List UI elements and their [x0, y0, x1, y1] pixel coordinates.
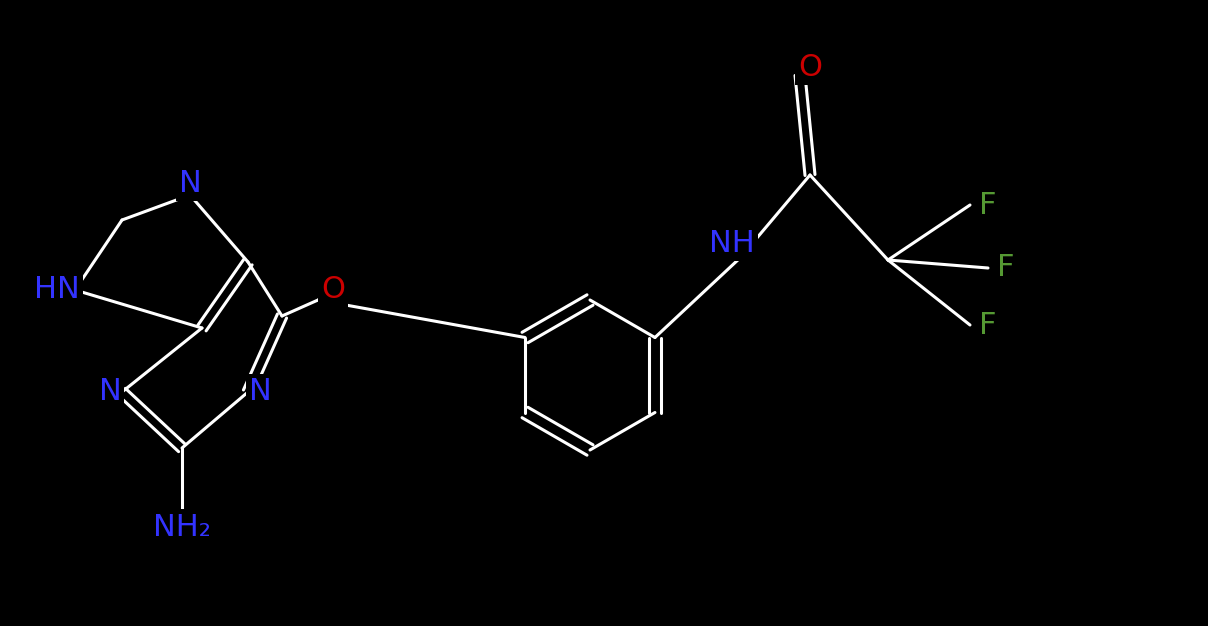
Text: N: N: [99, 377, 121, 406]
Text: F: F: [998, 254, 1015, 282]
Text: O: O: [321, 275, 345, 304]
Text: O: O: [798, 53, 821, 81]
Text: F: F: [980, 190, 997, 220]
Text: F: F: [980, 310, 997, 339]
Text: NH₂: NH₂: [153, 513, 211, 541]
Text: NH: NH: [709, 228, 755, 257]
Text: HN: HN: [34, 275, 80, 304]
Text: N: N: [249, 377, 272, 406]
Text: N: N: [179, 168, 202, 197]
